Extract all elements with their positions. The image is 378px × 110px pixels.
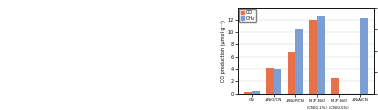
Y-axis label: CO production (μmol g⁻¹): CO production (μmol g⁻¹) xyxy=(221,20,226,82)
Bar xyxy=(288,52,295,94)
Bar xyxy=(252,91,260,94)
Legend: CO, CH₄: CO, CH₄ xyxy=(239,9,256,22)
Bar xyxy=(274,69,281,94)
Bar xyxy=(331,78,339,94)
Bar xyxy=(317,16,325,94)
Bar xyxy=(295,29,303,94)
Bar xyxy=(244,92,252,94)
Bar xyxy=(310,20,317,94)
Bar xyxy=(266,68,274,94)
Bar xyxy=(361,18,368,94)
